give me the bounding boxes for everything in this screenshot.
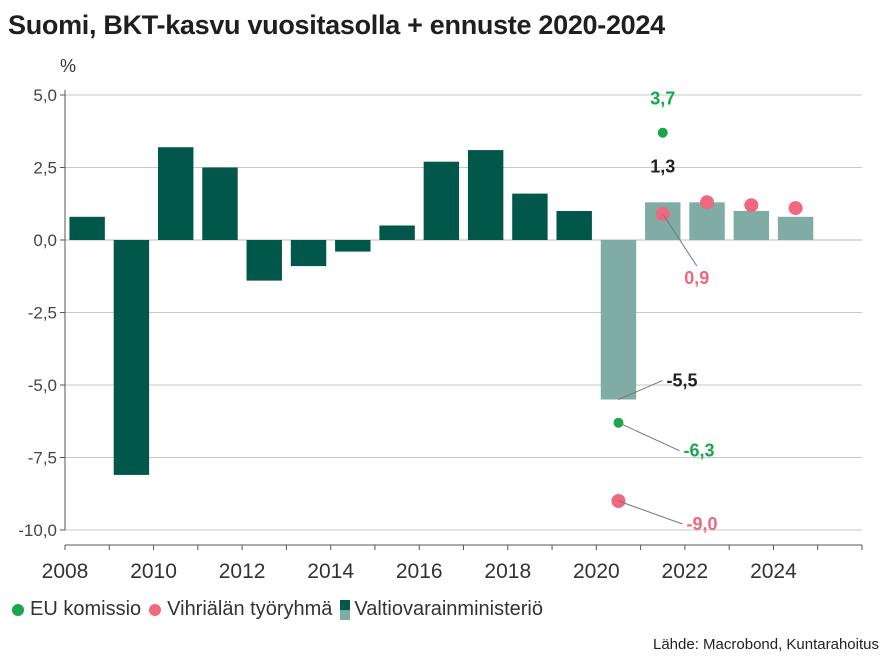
dot-vihriala-2023 (744, 198, 759, 213)
x-tick-label: 2010 (130, 560, 177, 583)
x-tick-label: 2016 (396, 560, 443, 583)
annotation-label: 1,3 (650, 156, 675, 176)
legend-item-vihriala: Vihriälän työryhmä (149, 598, 332, 621)
legend-label-vm: Valtiovarainministeriö (354, 598, 543, 620)
annotation-label: -5,5 (666, 371, 697, 391)
x-tick-label: 2020 (573, 560, 620, 583)
bar-2017 (467, 150, 504, 240)
legend-label-eu: EU komissio (30, 598, 142, 620)
annotation-label: 0,9 (684, 268, 709, 288)
bar-2014 (335, 240, 371, 252)
bar-2023 (733, 211, 770, 240)
dot-vihriala-2024 (788, 201, 803, 216)
bar-2013 (290, 240, 327, 267)
bar-2020 (600, 240, 637, 400)
x-tick-label: 2012 (219, 560, 266, 583)
bar-2009 (113, 240, 150, 475)
x-tick-label: 2024 (750, 560, 797, 583)
bar-2011 (202, 167, 238, 240)
legend-swatch-vihriala (149, 603, 162, 616)
y-tick-label: 2,5 (33, 159, 57, 178)
legend-label-vihriala: Vihriälän työryhmä (167, 598, 333, 620)
bar-2016 (423, 161, 460, 240)
source-note: Lähde: Macrobond, Kuntarahoitus (653, 636, 879, 653)
legend-item-eu: EU komissio (12, 598, 141, 621)
y-tick-label: -2,5 (28, 304, 57, 323)
annotation-label: 3,7 (650, 89, 675, 109)
x-tick-label: 2008 (42, 560, 89, 583)
legend-swatch-vm (340, 599, 351, 620)
annotation-leader (618, 500, 683, 525)
annotation-leader (618, 422, 680, 452)
annotation-leader (618, 380, 663, 400)
y-tick-label: -7,5 (28, 449, 57, 468)
bar-2024 (777, 216, 814, 240)
chart-title: Suomi, BKT-kasvu vuositasolla + ennuste … (8, 10, 665, 40)
legend: EU komissio Vihriälän työryhmä Valtiovar… (12, 598, 551, 621)
annotation-label: -9,0 (686, 514, 717, 534)
annotation-label: -6,3 (683, 441, 714, 461)
bar-2018 (512, 193, 548, 240)
annotation-leader (662, 213, 698, 267)
bar-2019 (556, 211, 592, 240)
gdp-chart: 5,0 2,5 0,0 -2,5 -5,0 -7,5 -10,0 2008 2010 2012 20… (18, 86, 863, 583)
legend-item-vm: Valtiovarainministeriö (340, 598, 543, 621)
x-tick-label: 2022 (662, 560, 709, 583)
y-tick-label: -5,0 (28, 376, 57, 395)
y-tick-label: 0,0 (33, 231, 57, 250)
dot-eu-2021 (657, 127, 668, 138)
legend-swatch-eu (12, 603, 24, 616)
y-tick-label: 5,0 (33, 86, 57, 105)
dot-vihriala-2022 (700, 195, 715, 210)
y-axis-unit: % (60, 56, 77, 76)
bar-2010 (157, 147, 194, 240)
bar-2012 (246, 240, 282, 281)
y-tick-label: -10,0 (18, 521, 57, 540)
x-tick-label: 2018 (484, 560, 531, 583)
bar-2008 (69, 216, 105, 240)
bar-2015 (379, 225, 415, 240)
x-tick-label: 2014 (307, 560, 354, 583)
